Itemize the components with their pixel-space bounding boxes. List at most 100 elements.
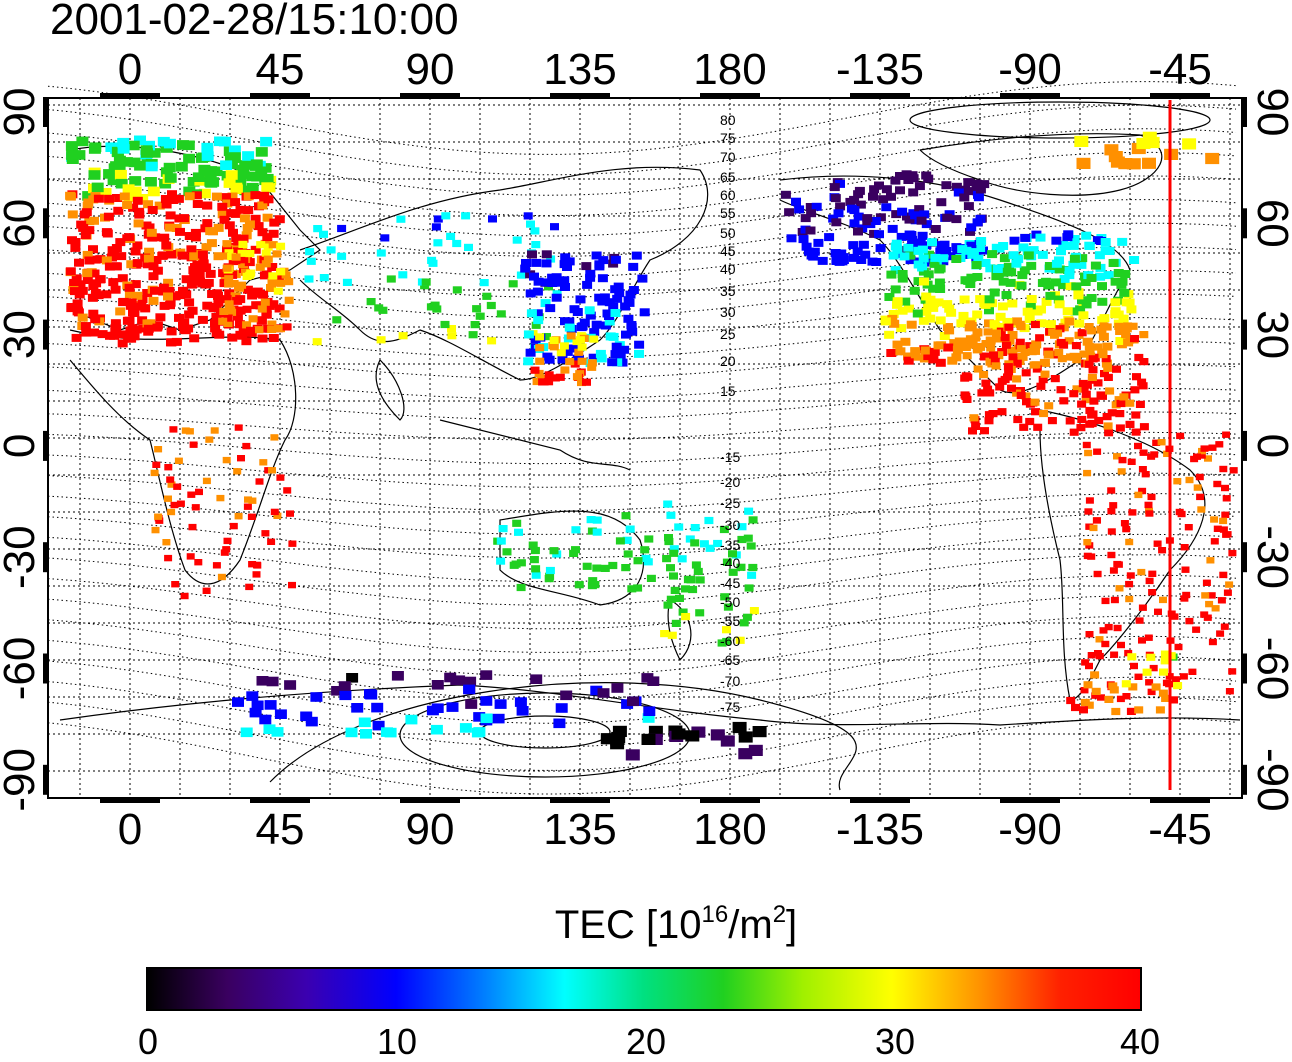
tec-sample [913, 260, 924, 269]
tec-sample [433, 215, 443, 223]
left-lat-tick-label: -90 [0, 748, 44, 812]
tec-sample [646, 574, 656, 582]
tec-sample [1069, 428, 1079, 436]
tec-sample [1008, 353, 1018, 361]
tec-sample [1219, 526, 1228, 533]
tec-sample [532, 309, 543, 318]
tec-sample [1026, 295, 1037, 303]
tec-sample [252, 571, 261, 578]
tec-sample [440, 320, 450, 329]
tec-sample [951, 182, 962, 191]
tec-sample [166, 476, 175, 483]
tec-sample [137, 295, 148, 303]
tec-sample [1223, 589, 1232, 596]
tec-sample [95, 275, 106, 284]
tec-sample [256, 241, 266, 249]
tec-sample [117, 339, 128, 348]
tec-sample [853, 212, 864, 221]
tec-sample [1229, 467, 1238, 474]
tec-sample [225, 170, 238, 180]
contour-line [47, 656, 1237, 724]
tec-sample [742, 613, 752, 621]
tec-sample [1019, 266, 1030, 275]
tec-sample [611, 342, 622, 351]
colorbar-title-unit: /m [728, 903, 773, 947]
tec-sample [1146, 653, 1156, 661]
tec-sample [1071, 342, 1081, 350]
tec-sample [600, 564, 610, 572]
bottom-lon-tick-label: 0 [118, 805, 142, 854]
tec-sample [217, 210, 228, 219]
contour-label: 80 [720, 112, 736, 128]
tec-sample [262, 213, 273, 222]
tec-sample [83, 198, 94, 207]
tec-sample [1083, 681, 1093, 689]
tec-sample [468, 331, 478, 339]
tec-sample [944, 326, 955, 335]
tec-sample [960, 374, 970, 382]
tec-sample [1177, 510, 1186, 518]
tec-sample [870, 217, 881, 225]
tec-sample [84, 256, 95, 265]
tec-sample [242, 151, 255, 161]
tec-sample [1225, 581, 1234, 588]
tec-sample [228, 145, 241, 155]
tec-sample [705, 544, 715, 552]
tec-sample [221, 295, 232, 304]
tec-sample [283, 487, 292, 494]
tec-sample [115, 238, 126, 247]
tec-sample [89, 216, 99, 225]
tec-sample [166, 249, 177, 258]
tec-sample [1228, 668, 1237, 675]
tec-sample [326, 246, 336, 254]
tec-sample [1155, 706, 1165, 714]
tec-sample [1147, 453, 1156, 460]
tec-sample [502, 548, 512, 556]
tec-sample [1086, 294, 1097, 302]
tec-sample [1004, 263, 1015, 272]
tec-sample [905, 251, 916, 260]
tec-sample [1083, 552, 1092, 560]
tec-sample [306, 257, 316, 265]
tec-sample [1147, 688, 1156, 696]
tec-sample [1086, 274, 1097, 282]
tec-sample [107, 175, 120, 186]
tec-sample [391, 671, 404, 681]
tec-sample [235, 306, 246, 315]
tec-sample [541, 250, 552, 259]
tec-sample [189, 441, 198, 448]
tec-sample [427, 256, 437, 264]
tec-sample [976, 237, 987, 245]
tec-sample [690, 524, 700, 532]
tec-sample [1120, 270, 1131, 278]
tec-sample [288, 581, 296, 589]
colorbar-tick-40: 40 [1119, 1021, 1161, 1062]
tec-sample [1087, 419, 1097, 428]
tec-sample [1201, 592, 1210, 599]
tec-sample [1139, 358, 1149, 366]
tec-sample [447, 332, 457, 340]
tec-sample [157, 136, 170, 147]
tec-sample [1113, 624, 1122, 632]
tec-sample [1219, 571, 1228, 579]
tec-sample [996, 327, 1006, 335]
tec-sample [717, 639, 727, 647]
tec-sample [1202, 579, 1211, 586]
tec-sample [268, 300, 279, 309]
tec-sample [197, 250, 208, 259]
tec-sample [74, 258, 84, 267]
tec-sample [263, 255, 273, 263]
tec-sample [143, 327, 154, 336]
tec-sample [669, 545, 679, 553]
contour-line [47, 493, 1237, 535]
tec-sample [574, 348, 584, 356]
tec-sample [1125, 538, 1134, 546]
tec-sample [310, 692, 323, 702]
tec-sample [148, 148, 161, 158]
left-tick-bar [43, 764, 49, 795]
tec-sample [1128, 509, 1137, 516]
tec-sample [159, 301, 170, 310]
tec-sample [459, 723, 472, 733]
tec-sample [1126, 305, 1137, 314]
tec-sample [337, 252, 347, 260]
